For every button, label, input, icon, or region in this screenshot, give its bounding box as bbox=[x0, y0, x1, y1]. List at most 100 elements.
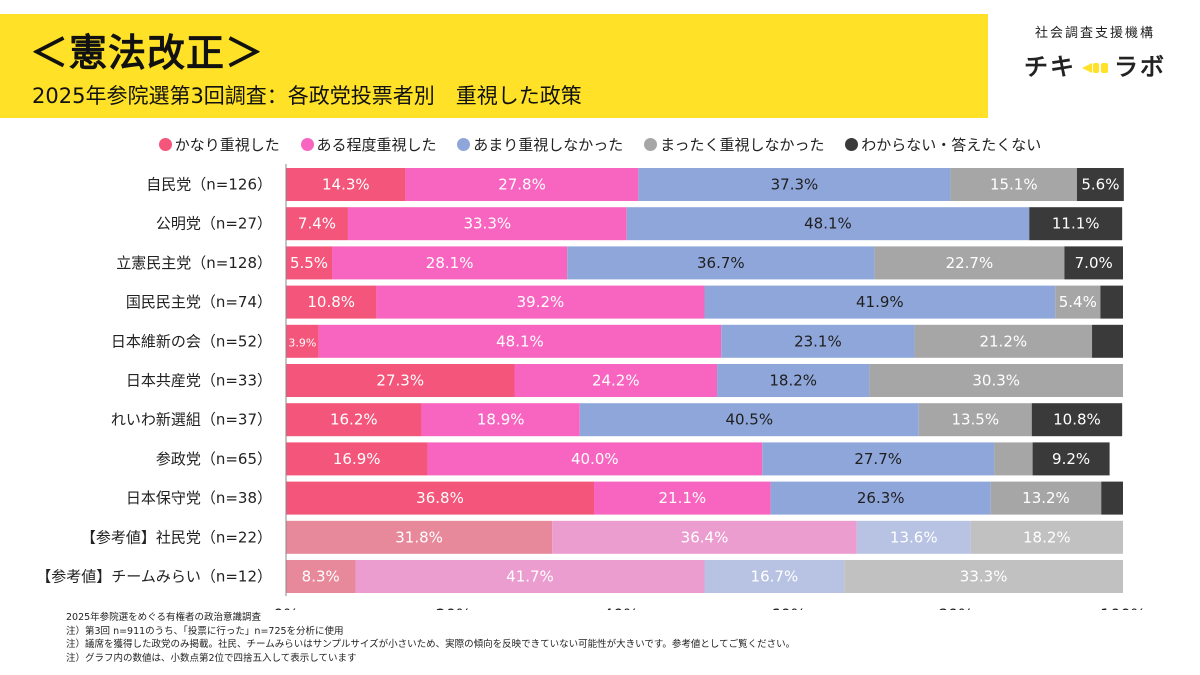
legend-label-3: まったく重視しなかった bbox=[660, 136, 825, 154]
data-label: 13.5% bbox=[951, 411, 999, 429]
data-label: 36.7% bbox=[697, 254, 745, 272]
legend-swatch-0 bbox=[158, 138, 172, 151]
brand-name-right: ラボ bbox=[1114, 53, 1166, 81]
bar-segment bbox=[286, 364, 515, 397]
legend-item-2: あまり重視しなかった bbox=[457, 134, 623, 155]
bar-segment bbox=[704, 285, 1056, 319]
legend-label-4: わからない・答えたくない bbox=[861, 136, 1042, 154]
brand-logo: 社会調査支援機構 チキ ラボ bbox=[1010, 22, 1180, 82]
legend-label-2: あまり重視しなかった bbox=[473, 136, 624, 154]
data-label: 14.3% bbox=[322, 176, 370, 194]
category-label: 公明党（n=27） bbox=[156, 215, 272, 233]
category-label: 日本保守党（n=38） bbox=[126, 489, 272, 507]
page-subtitle: 2025年参院選第3回調査：各政党投票者別 重視した政策 bbox=[32, 84, 582, 108]
data-label: 24.2% bbox=[592, 372, 640, 390]
data-label: 5.5% bbox=[290, 254, 328, 272]
data-label: 10.8% bbox=[307, 293, 355, 311]
x-tick-label: 60% bbox=[770, 605, 806, 610]
data-label: 18.2% bbox=[1023, 528, 1071, 546]
data-label: 40.5% bbox=[725, 411, 773, 429]
data-label: 16.9% bbox=[333, 450, 381, 468]
legend-swatch-2 bbox=[457, 138, 471, 151]
data-label: 37.3% bbox=[771, 176, 819, 194]
data-label: 40.0% bbox=[571, 450, 619, 468]
bar-segment bbox=[770, 481, 991, 515]
footnote-2: 注）議席を獲得した政党のみ掲載。社民、チームみらいはサンプルサイズが小さいため、… bbox=[66, 639, 796, 650]
data-label: 41.7% bbox=[506, 568, 554, 586]
data-label: 5.6% bbox=[1081, 176, 1119, 194]
bar-segment bbox=[594, 481, 771, 515]
data-label: 31.8% bbox=[395, 528, 443, 546]
bar-segment bbox=[286, 168, 406, 201]
legend-label-0: かなり重視した bbox=[174, 136, 280, 154]
data-label: 30.3% bbox=[972, 372, 1020, 390]
x-tick-label: 40% bbox=[603, 605, 639, 610]
page-title: ＜憲法改正＞ bbox=[30, 31, 265, 75]
data-label: 33.3% bbox=[960, 568, 1008, 586]
bar-segment bbox=[970, 520, 1123, 554]
footnote-3: 注）グラフ内の数値は、小数点第2位で四捨五入して表示しています bbox=[66, 652, 357, 664]
bar-segment bbox=[721, 324, 915, 358]
data-label: 18.2% bbox=[769, 372, 817, 390]
data-label: 36.8% bbox=[416, 489, 464, 507]
category-label: 【参考値】社民党（n=22） bbox=[81, 528, 272, 546]
data-label: 39.2% bbox=[517, 293, 565, 311]
data-label: 48.1% bbox=[496, 332, 544, 350]
category-label: 日本維新の会（n=52） bbox=[111, 332, 272, 350]
bar-segment bbox=[579, 403, 919, 437]
data-label: 41.9% bbox=[856, 293, 904, 311]
bar-segment bbox=[286, 285, 377, 319]
bar-segment bbox=[286, 481, 595, 515]
bar-segment bbox=[286, 560, 356, 593]
brand-name: チキ ラボ bbox=[1010, 47, 1180, 82]
bar-segment bbox=[1032, 442, 1110, 476]
data-label: 27.8% bbox=[498, 176, 546, 194]
bar-segment bbox=[762, 442, 995, 476]
legend-item-4: わからない・答えたくない bbox=[845, 134, 1041, 155]
data-label: 22.7% bbox=[946, 254, 994, 272]
footnote-1: 注）第3回 n=911のうち、「投票に行った」n=725を分析に使用 bbox=[66, 625, 344, 637]
data-label: 15.1% bbox=[990, 176, 1038, 194]
bar-segment bbox=[286, 442, 428, 476]
legend-item-3: まったく重視しなかった bbox=[644, 134, 825, 155]
bar-segment bbox=[347, 207, 627, 241]
legend-item-0: かなり重視した bbox=[158, 134, 280, 155]
data-label: 3.9% bbox=[288, 336, 316, 349]
bar-segment bbox=[717, 364, 870, 397]
data-label: 33.3% bbox=[463, 215, 511, 233]
bar-segment bbox=[1076, 168, 1124, 201]
brand-mark-icon bbox=[1082, 63, 1108, 73]
bar-segment bbox=[844, 560, 1123, 593]
data-label: 26.3% bbox=[857, 489, 905, 507]
bar-segment bbox=[950, 168, 1077, 201]
bar-segment bbox=[869, 364, 1123, 397]
bar-segment bbox=[1064, 246, 1123, 280]
bar-segment bbox=[856, 520, 971, 554]
bar-segment bbox=[376, 285, 705, 319]
bar-segment bbox=[405, 168, 639, 201]
category-label: 国民民主党（n=74） bbox=[126, 293, 272, 311]
bar-segment bbox=[638, 168, 951, 201]
bar-segment bbox=[286, 207, 348, 241]
bar-segment bbox=[994, 442, 1033, 476]
bar-segment bbox=[704, 560, 845, 593]
data-label: 27.3% bbox=[376, 372, 424, 390]
bar-segment bbox=[286, 520, 553, 554]
data-label: 23.1% bbox=[794, 332, 842, 350]
bar-segment bbox=[286, 403, 422, 437]
bar-segment bbox=[421, 403, 580, 437]
title-band bbox=[0, 14, 988, 118]
category-label: 【参考値】チームみらい（n=12） bbox=[36, 568, 272, 586]
legend-item-1: ある程度重視した bbox=[300, 134, 437, 155]
category-label: 自民党（n=126） bbox=[146, 176, 272, 194]
legend-swatch-1 bbox=[300, 138, 314, 151]
category-label: れいわ新選組（n=37） bbox=[111, 411, 272, 429]
bar-segment bbox=[552, 520, 857, 554]
bar-segment bbox=[1055, 285, 1101, 319]
chart-legend: かなり重視した ある程度重視した あまり重視しなかった まったく重視しなかった … bbox=[0, 134, 1200, 155]
x-tick-label: 100% bbox=[1100, 605, 1146, 610]
bar-segment bbox=[626, 207, 1030, 241]
data-label: 16.2% bbox=[330, 411, 378, 429]
bar-segment bbox=[286, 324, 319, 358]
category-label: 日本共産党（n=33） bbox=[126, 372, 272, 390]
